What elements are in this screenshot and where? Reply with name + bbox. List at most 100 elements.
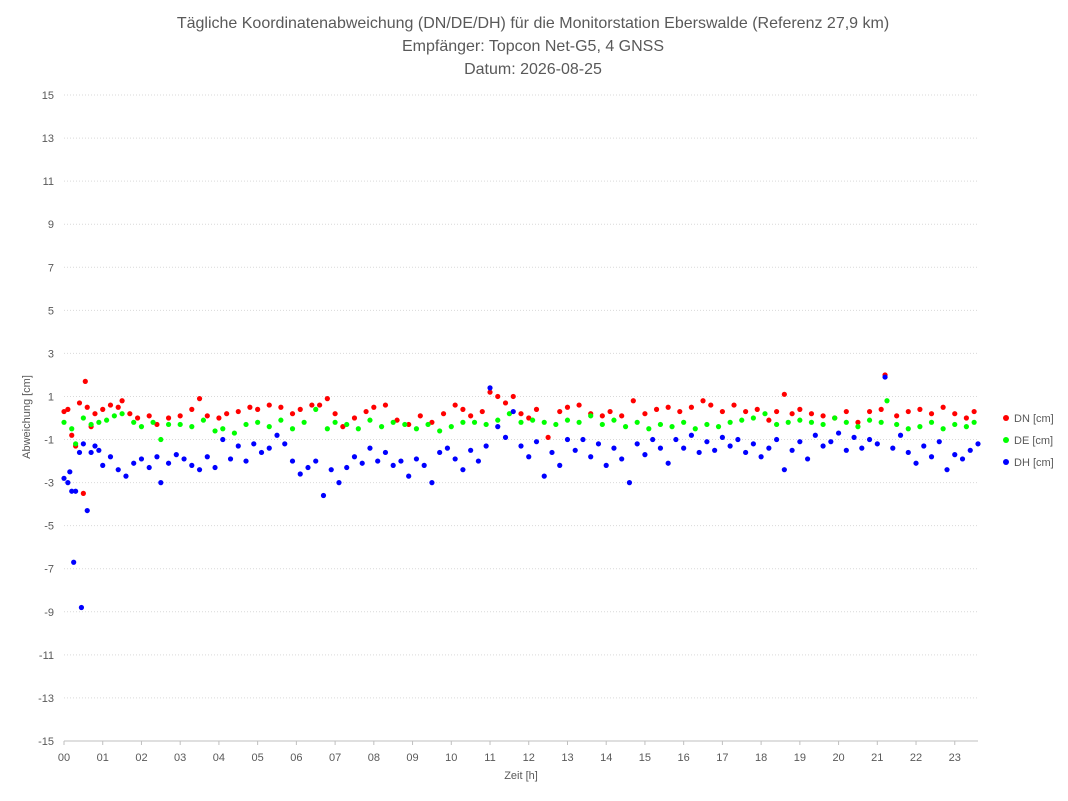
data-point [355, 426, 361, 432]
data-point [165, 460, 172, 466]
y-tick-label: 11 [43, 176, 54, 188]
data-point [444, 445, 451, 451]
data-point [96, 419, 102, 425]
data-point [708, 402, 714, 408]
data-point [530, 417, 536, 423]
data-point [452, 402, 458, 408]
x-tick-label: 11 [484, 752, 495, 764]
data-point [483, 443, 489, 449]
y-tick-label: 1 [48, 391, 54, 403]
data-point [808, 419, 815, 425]
data-point [200, 417, 207, 423]
series-0 [61, 372, 977, 496]
data-point [599, 421, 605, 428]
data-point [642, 411, 648, 417]
data-point [278, 404, 284, 410]
data-point [820, 443, 826, 449]
data-point [952, 411, 958, 417]
data-point [471, 419, 478, 425]
data-point [413, 456, 420, 462]
x-tick-label: 20 [832, 752, 844, 764]
data-point [146, 413, 152, 419]
data-point [104, 417, 110, 423]
x-tick-label: 04 [213, 752, 225, 764]
data-point [212, 464, 218, 471]
data-point [557, 408, 563, 415]
data-point [766, 445, 772, 451]
data-point [653, 406, 660, 412]
data-point [622, 424, 629, 430]
data-point [69, 488, 75, 494]
data-point [762, 411, 768, 417]
data-point [138, 456, 145, 462]
data-point [150, 419, 156, 425]
data-point [952, 421, 958, 428]
data-point [413, 426, 420, 432]
data-point [828, 439, 834, 445]
data-point [344, 421, 350, 428]
data-point [688, 404, 695, 410]
data-point [255, 419, 261, 425]
data-point [855, 424, 861, 430]
x-tick-label: 07 [329, 752, 341, 764]
data-point [278, 417, 284, 423]
series-1 [61, 398, 977, 447]
data-point [812, 432, 818, 438]
y-tick-label: -7 [44, 564, 54, 576]
data-point [61, 475, 67, 481]
data-point [146, 464, 152, 471]
data-point [154, 454, 160, 460]
data-point [874, 441, 880, 447]
data-point [289, 458, 296, 464]
data-point [189, 462, 195, 468]
y-tick-label: -1 [44, 435, 54, 447]
x-tick-label: 01 [97, 752, 109, 764]
y-tick-label: -13 [38, 693, 54, 705]
data-point [588, 454, 594, 460]
data-point [220, 436, 226, 443]
data-point [332, 411, 338, 417]
data-point [630, 398, 636, 404]
data-point [905, 449, 911, 456]
data-point [119, 411, 125, 417]
data-point [781, 391, 787, 397]
data-point [417, 413, 423, 419]
data-point [897, 432, 904, 438]
data-point [975, 441, 981, 447]
data-point [96, 447, 102, 453]
x-tick-label: 14 [600, 752, 612, 764]
data-point [111, 413, 117, 419]
data-point [440, 411, 447, 417]
x-tick-label: 19 [794, 752, 806, 764]
data-point [820, 421, 826, 428]
data-point [611, 417, 617, 423]
data-point [936, 439, 942, 445]
data-point [855, 419, 861, 425]
data-point [495, 417, 501, 423]
y-tick-label: -5 [44, 521, 54, 533]
gridlines [63, 94, 978, 745]
data-point [774, 408, 780, 415]
data-point [324, 426, 330, 432]
data-point [204, 454, 210, 460]
data-point [576, 402, 582, 408]
y-axis-label: Abweichung [cm] [21, 375, 33, 459]
data-point [502, 434, 509, 440]
data-point [750, 441, 756, 447]
data-point [371, 404, 377, 410]
data-point [235, 408, 241, 415]
data-point [665, 460, 671, 466]
data-point [642, 452, 648, 458]
data-point [437, 428, 443, 434]
data-point [73, 441, 79, 447]
data-point [65, 406, 71, 412]
x-tick-label: 16 [678, 752, 690, 764]
data-point [84, 404, 90, 410]
x-tick-label: 23 [949, 752, 961, 764]
data-point [731, 402, 737, 408]
data-point [692, 426, 698, 432]
data-point [363, 408, 369, 415]
data-point [309, 402, 315, 408]
data-point [115, 467, 121, 473]
data-point [576, 419, 582, 425]
